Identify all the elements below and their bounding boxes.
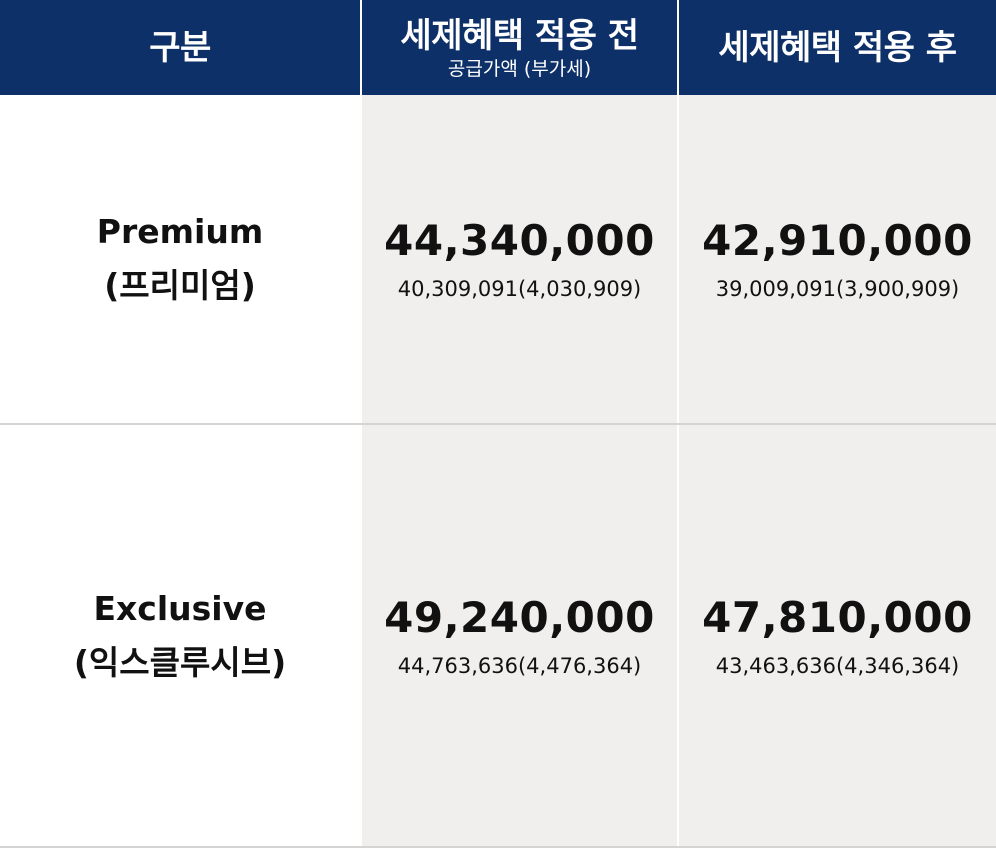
table-bottom-border bbox=[0, 846, 996, 848]
header-before-title: 세제혜택 적용 전 bbox=[400, 15, 639, 56]
row-premium-name-en: Premium bbox=[96, 212, 264, 251]
row-premium-name-ko: (프리미엄) bbox=[104, 266, 256, 305]
header-after-title: 세제혜택 적용 후 bbox=[718, 27, 957, 68]
row-exclusive-before-detail: 44,763,636(4,476,364) bbox=[397, 653, 642, 678]
header-before-subtitle: 공급가액 (부가세) bbox=[447, 57, 592, 80]
header-category: 구분 bbox=[0, 0, 360, 95]
row-premium-after-detail: 39,009,091(3,900,909) bbox=[715, 277, 960, 301]
row-divider bbox=[0, 423, 996, 425]
row-exclusive-after-price: 47,810,000 bbox=[702, 592, 973, 642]
row-exclusive-after: 47,810,000 43,463,636(4,346,364) bbox=[679, 425, 996, 846]
row-premium-label: Premium (프리미엄) bbox=[0, 95, 360, 423]
row-premium-after: 42,910,000 39,009,091(3,900,909) bbox=[679, 95, 996, 423]
row-exclusive-name-en: Exclusive bbox=[93, 588, 267, 628]
header-category-label: 구분 bbox=[149, 27, 211, 68]
row-exclusive-label: Exclusive (익스클루시브) bbox=[0, 425, 360, 846]
row-premium-before-detail: 40,309,091(4,030,909) bbox=[397, 277, 642, 301]
row-exclusive-before-price: 49,240,000 bbox=[384, 592, 655, 642]
row-premium-after-price: 42,910,000 bbox=[702, 216, 973, 265]
header-after: 세제혜택 적용 후 bbox=[679, 0, 996, 95]
row-exclusive-before: 49,240,000 44,763,636(4,476,364) bbox=[362, 425, 677, 846]
row-exclusive-name-ko: (익스클루시브) bbox=[73, 642, 287, 682]
row-premium-before: 44,340,000 40,309,091(4,030,909) bbox=[362, 95, 677, 423]
row-exclusive-after-detail: 43,463,636(4,346,364) bbox=[715, 653, 960, 678]
row-premium-before-price: 44,340,000 bbox=[384, 216, 655, 265]
header-before: 세제혜택 적용 전 공급가액 (부가세) bbox=[362, 0, 677, 95]
